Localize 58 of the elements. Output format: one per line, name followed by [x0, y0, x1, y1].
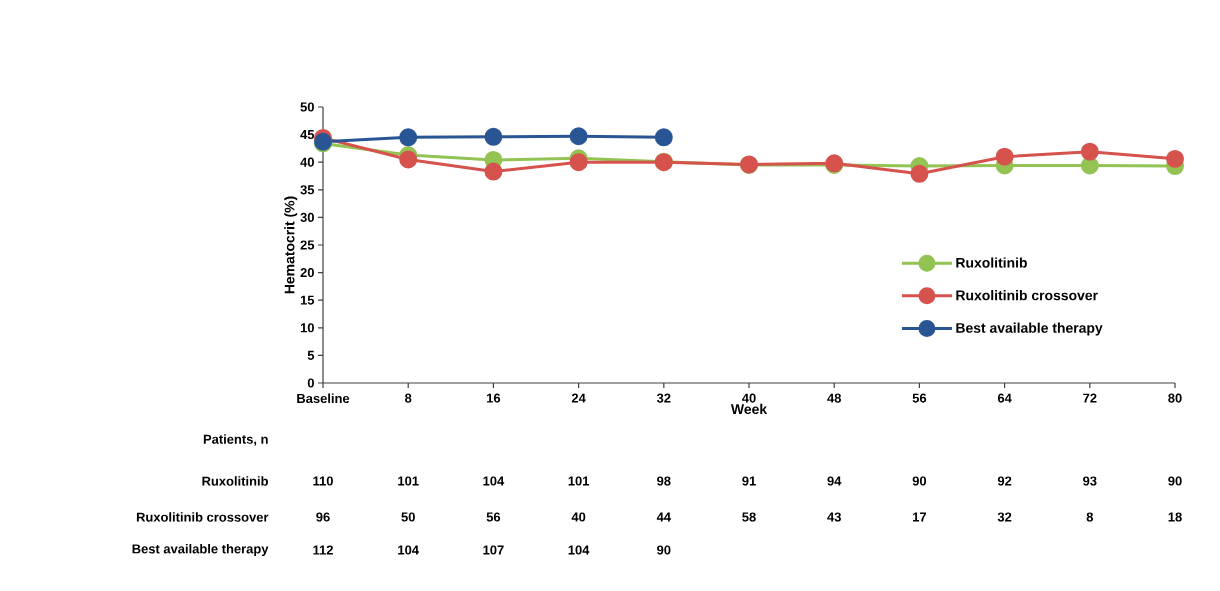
text: 101 [398, 476, 419, 486]
y-axis-title: Hematocrit (%) [284, 196, 298, 294]
text: 50 [401, 512, 415, 522]
y-tick-label: 40 [300, 157, 314, 167]
text: 8 [1086, 512, 1094, 522]
text: 32 [997, 512, 1012, 522]
y-tick-label: 35 [300, 185, 315, 195]
x-tick-label: 56 [912, 393, 927, 403]
y-tick-label: 45 [300, 130, 315, 140]
text: 93 [1083, 476, 1097, 486]
y-tick-label: 5 [307, 350, 315, 360]
text: 90 [1168, 476, 1182, 486]
text: 56 [486, 512, 501, 522]
legend-label: Ruxolitinib [956, 257, 1027, 268]
text: 90 [912, 476, 927, 486]
text: 92 [997, 476, 1012, 486]
text: Patients, n [203, 434, 268, 446]
text: 90 [657, 545, 671, 555]
text: 110 [313, 476, 333, 486]
text: 58 [742, 512, 756, 522]
text: 40 [571, 512, 586, 522]
x-tick-label: 80 [1168, 393, 1182, 403]
text: 17 [913, 512, 927, 522]
x-tick-label: 32 [656, 393, 671, 403]
y-tick-label: 25 [300, 240, 315, 250]
text: Best available therapy [132, 543, 269, 557]
text: 101 [568, 476, 590, 486]
text: 43 [827, 512, 841, 522]
x-tick-label: 72 [1083, 393, 1097, 403]
x-tick-label: 64 [997, 393, 1012, 403]
text: 94 [827, 476, 842, 486]
x-tick-label: 16 [487, 393, 501, 403]
text: Ruxolitinib crossover [136, 512, 269, 522]
text: 104 [483, 476, 505, 486]
text: 112 [313, 545, 333, 555]
y-tick-label: 10 [300, 323, 314, 333]
text: 44 [656, 512, 671, 522]
x-tick-label: 24 [571, 393, 586, 403]
y-tick-label: 15 [300, 295, 315, 305]
x-tick-label: Baseline [297, 393, 350, 404]
text: 104 [398, 545, 419, 555]
text: 18 [1168, 512, 1182, 522]
text: 91 [742, 476, 756, 486]
x-tick-label: 48 [827, 393, 842, 403]
legend-label: Ruxolitinib crossover [956, 290, 1098, 301]
text: Ruxolitinib [202, 476, 268, 486]
text: 96 [316, 512, 330, 522]
legend-label: Best available therapy [956, 322, 1103, 336]
x-axis-title: Week [730, 403, 768, 415]
text: 104 [568, 545, 590, 555]
y-tick-label: 0 [307, 378, 314, 388]
text: 107 [483, 545, 504, 555]
y-tick-label: 20 [300, 268, 314, 278]
y-tick-label: 50 [300, 102, 314, 112]
x-tick-label: 8 [405, 393, 412, 403]
y-tick-label: 30 [300, 212, 314, 222]
x-tick-label: 40 [742, 393, 756, 403]
text: 98 [657, 476, 671, 486]
